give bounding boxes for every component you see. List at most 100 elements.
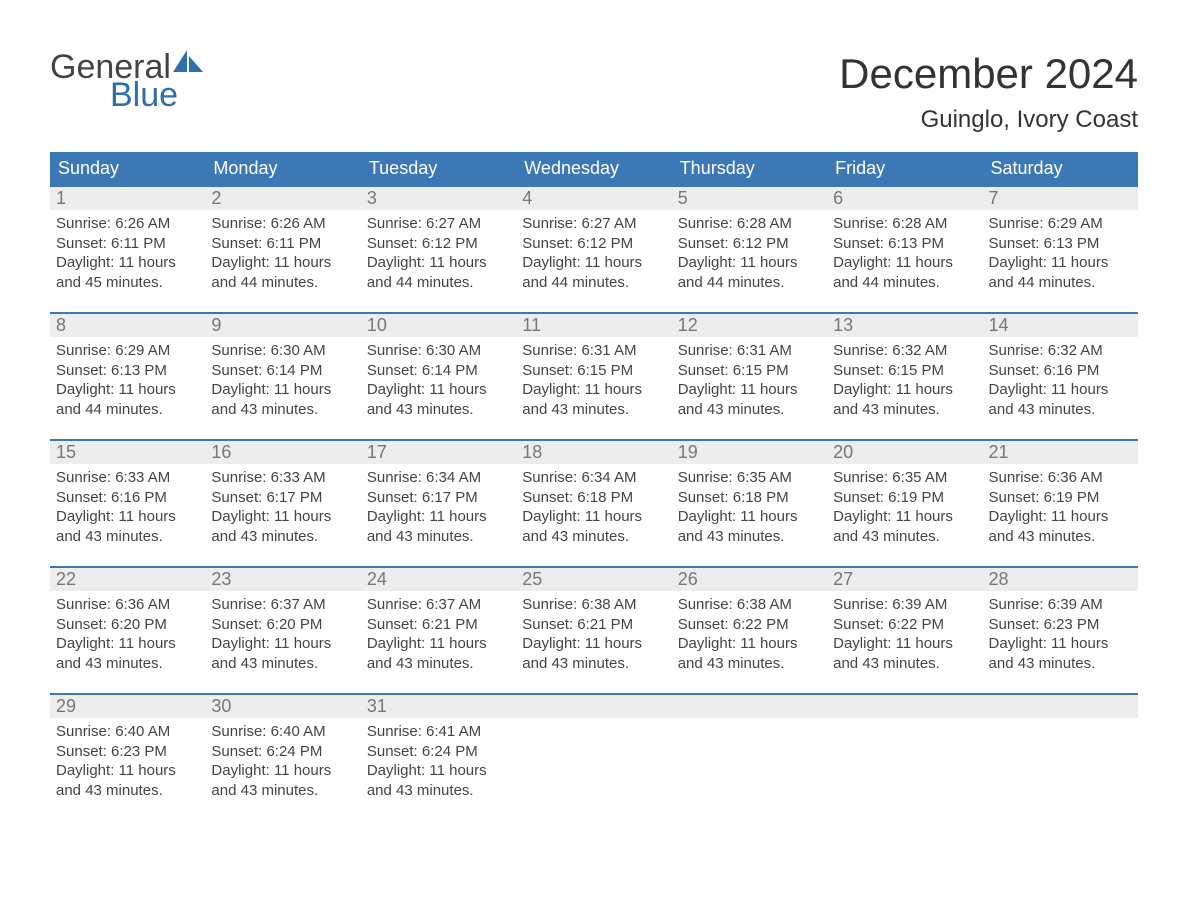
sunrise-line: Sunrise: 6:29 AM <box>989 214 1132 234</box>
daylight-line: Daylight: 11 hours and 43 minutes. <box>211 507 354 546</box>
sunset-line: Sunset: 6:17 PM <box>367 488 510 508</box>
day-number: 8 <box>50 314 205 337</box>
calendar-day: 28Sunrise: 6:39 AMSunset: 6:23 PMDayligh… <box>983 568 1138 679</box>
day-body: Sunrise: 6:28 AMSunset: 6:12 PMDaylight:… <box>672 210 827 298</box>
calendar-day: 15Sunrise: 6:33 AMSunset: 6:16 PMDayligh… <box>50 441 205 552</box>
calendar-day: 17Sunrise: 6:34 AMSunset: 6:17 PMDayligh… <box>361 441 516 552</box>
dow-label: Tuesday <box>361 152 516 185</box>
calendar-day: 24Sunrise: 6:37 AMSunset: 6:21 PMDayligh… <box>361 568 516 679</box>
sunset-line: Sunset: 6:19 PM <box>833 488 976 508</box>
day-body: Sunrise: 6:34 AMSunset: 6:18 PMDaylight:… <box>516 464 671 552</box>
sunrise-line: Sunrise: 6:34 AM <box>367 468 510 488</box>
calendar-day: . <box>672 695 827 806</box>
day-number: 27 <box>827 568 982 591</box>
day-body: Sunrise: 6:38 AMSunset: 6:22 PMDaylight:… <box>672 591 827 679</box>
calendar-day: 20Sunrise: 6:35 AMSunset: 6:19 PMDayligh… <box>827 441 982 552</box>
week-row: 15Sunrise: 6:33 AMSunset: 6:16 PMDayligh… <box>50 439 1138 552</box>
sunset-line: Sunset: 6:12 PM <box>678 234 821 254</box>
calendar-day: . <box>827 695 982 806</box>
daylight-line: Daylight: 11 hours and 43 minutes. <box>367 761 510 800</box>
calendar-day: 21Sunrise: 6:36 AMSunset: 6:19 PMDayligh… <box>983 441 1138 552</box>
sunset-line: Sunset: 6:15 PM <box>522 361 665 381</box>
sunrise-line: Sunrise: 6:26 AM <box>211 214 354 234</box>
day-body: Sunrise: 6:30 AMSunset: 6:14 PMDaylight:… <box>205 337 360 425</box>
day-body: Sunrise: 6:35 AMSunset: 6:19 PMDaylight:… <box>827 464 982 552</box>
day-number: 23 <box>205 568 360 591</box>
calendar-day: 30Sunrise: 6:40 AMSunset: 6:24 PMDayligh… <box>205 695 360 806</box>
sunset-line: Sunset: 6:22 PM <box>678 615 821 635</box>
day-body: Sunrise: 6:40 AMSunset: 6:23 PMDaylight:… <box>50 718 205 806</box>
day-body: Sunrise: 6:32 AMSunset: 6:15 PMDaylight:… <box>827 337 982 425</box>
calendar-day: 27Sunrise: 6:39 AMSunset: 6:22 PMDayligh… <box>827 568 982 679</box>
daylight-line: Daylight: 11 hours and 43 minutes. <box>56 507 199 546</box>
sunrise-line: Sunrise: 6:35 AM <box>833 468 976 488</box>
daylight-line: Daylight: 11 hours and 43 minutes. <box>211 761 354 800</box>
sunset-line: Sunset: 6:14 PM <box>367 361 510 381</box>
day-number: 18 <box>516 441 671 464</box>
day-body: Sunrise: 6:27 AMSunset: 6:12 PMDaylight:… <box>361 210 516 298</box>
day-number: 11 <box>516 314 671 337</box>
day-body: Sunrise: 6:35 AMSunset: 6:18 PMDaylight:… <box>672 464 827 552</box>
sunrise-line: Sunrise: 6:38 AM <box>522 595 665 615</box>
daylight-line: Daylight: 11 hours and 43 minutes. <box>522 634 665 673</box>
sunset-line: Sunset: 6:18 PM <box>678 488 821 508</box>
sunset-line: Sunset: 6:20 PM <box>211 615 354 635</box>
brand-word-2: Blue <box>110 78 203 112</box>
day-number: 7 <box>983 187 1138 210</box>
calendar-day: 2Sunrise: 6:26 AMSunset: 6:11 PMDaylight… <box>205 187 360 298</box>
week-row: 22Sunrise: 6:36 AMSunset: 6:20 PMDayligh… <box>50 566 1138 679</box>
calendar: SundayMondayTuesdayWednesdayThursdayFrid… <box>50 152 1138 806</box>
day-body: Sunrise: 6:32 AMSunset: 6:16 PMDaylight:… <box>983 337 1138 425</box>
calendar-day: 13Sunrise: 6:32 AMSunset: 6:15 PMDayligh… <box>827 314 982 425</box>
day-number: 10 <box>361 314 516 337</box>
day-body: Sunrise: 6:31 AMSunset: 6:15 PMDaylight:… <box>672 337 827 425</box>
sunset-line: Sunset: 6:13 PM <box>833 234 976 254</box>
day-number: 2 <box>205 187 360 210</box>
daylight-line: Daylight: 11 hours and 44 minutes. <box>211 253 354 292</box>
sunset-line: Sunset: 6:15 PM <box>833 361 976 381</box>
day-number: 17 <box>361 441 516 464</box>
week-row: 29Sunrise: 6:40 AMSunset: 6:23 PMDayligh… <box>50 693 1138 806</box>
month-title: December 2024 <box>839 50 1138 98</box>
sunrise-line: Sunrise: 6:33 AM <box>56 468 199 488</box>
day-number: 22 <box>50 568 205 591</box>
sunrise-line: Sunrise: 6:40 AM <box>56 722 199 742</box>
day-body: Sunrise: 6:37 AMSunset: 6:20 PMDaylight:… <box>205 591 360 679</box>
day-number: 26 <box>672 568 827 591</box>
daylight-line: Daylight: 11 hours and 44 minutes. <box>522 253 665 292</box>
calendar-day: 7Sunrise: 6:29 AMSunset: 6:13 PMDaylight… <box>983 187 1138 298</box>
calendar-day: 9Sunrise: 6:30 AMSunset: 6:14 PMDaylight… <box>205 314 360 425</box>
daylight-line: Daylight: 11 hours and 44 minutes. <box>367 253 510 292</box>
day-number: . <box>983 695 1138 718</box>
calendar-day: 29Sunrise: 6:40 AMSunset: 6:23 PMDayligh… <box>50 695 205 806</box>
daylight-line: Daylight: 11 hours and 43 minutes. <box>989 634 1132 673</box>
day-body: Sunrise: 6:27 AMSunset: 6:12 PMDaylight:… <box>516 210 671 298</box>
day-number: 6 <box>827 187 982 210</box>
dow-label: Thursday <box>672 152 827 185</box>
calendar-day: 23Sunrise: 6:37 AMSunset: 6:20 PMDayligh… <box>205 568 360 679</box>
daylight-line: Daylight: 11 hours and 44 minutes. <box>56 380 199 419</box>
sunrise-line: Sunrise: 6:30 AM <box>367 341 510 361</box>
sunrise-line: Sunrise: 6:32 AM <box>833 341 976 361</box>
sunrise-line: Sunrise: 6:31 AM <box>678 341 821 361</box>
sunset-line: Sunset: 6:16 PM <box>56 488 199 508</box>
header: General Blue December 2024 Guinglo, Ivor… <box>50 50 1138 134</box>
dow-label: Sunday <box>50 152 205 185</box>
calendar-day: 19Sunrise: 6:35 AMSunset: 6:18 PMDayligh… <box>672 441 827 552</box>
sunrise-line: Sunrise: 6:30 AM <box>211 341 354 361</box>
sunrise-line: Sunrise: 6:26 AM <box>56 214 199 234</box>
sunrise-line: Sunrise: 6:35 AM <box>678 468 821 488</box>
sunset-line: Sunset: 6:20 PM <box>56 615 199 635</box>
sunset-line: Sunset: 6:18 PM <box>522 488 665 508</box>
sunrise-line: Sunrise: 6:38 AM <box>678 595 821 615</box>
calendar-day: 8Sunrise: 6:29 AMSunset: 6:13 PMDaylight… <box>50 314 205 425</box>
week-row: 1Sunrise: 6:26 AMSunset: 6:11 PMDaylight… <box>50 185 1138 298</box>
dow-label: Friday <box>827 152 982 185</box>
sunrise-line: Sunrise: 6:28 AM <box>833 214 976 234</box>
calendar-day: 5Sunrise: 6:28 AMSunset: 6:12 PMDaylight… <box>672 187 827 298</box>
dow-label: Saturday <box>983 152 1138 185</box>
sunrise-line: Sunrise: 6:29 AM <box>56 341 199 361</box>
sunrise-line: Sunrise: 6:27 AM <box>367 214 510 234</box>
day-number: 21 <box>983 441 1138 464</box>
sunrise-line: Sunrise: 6:36 AM <box>989 468 1132 488</box>
